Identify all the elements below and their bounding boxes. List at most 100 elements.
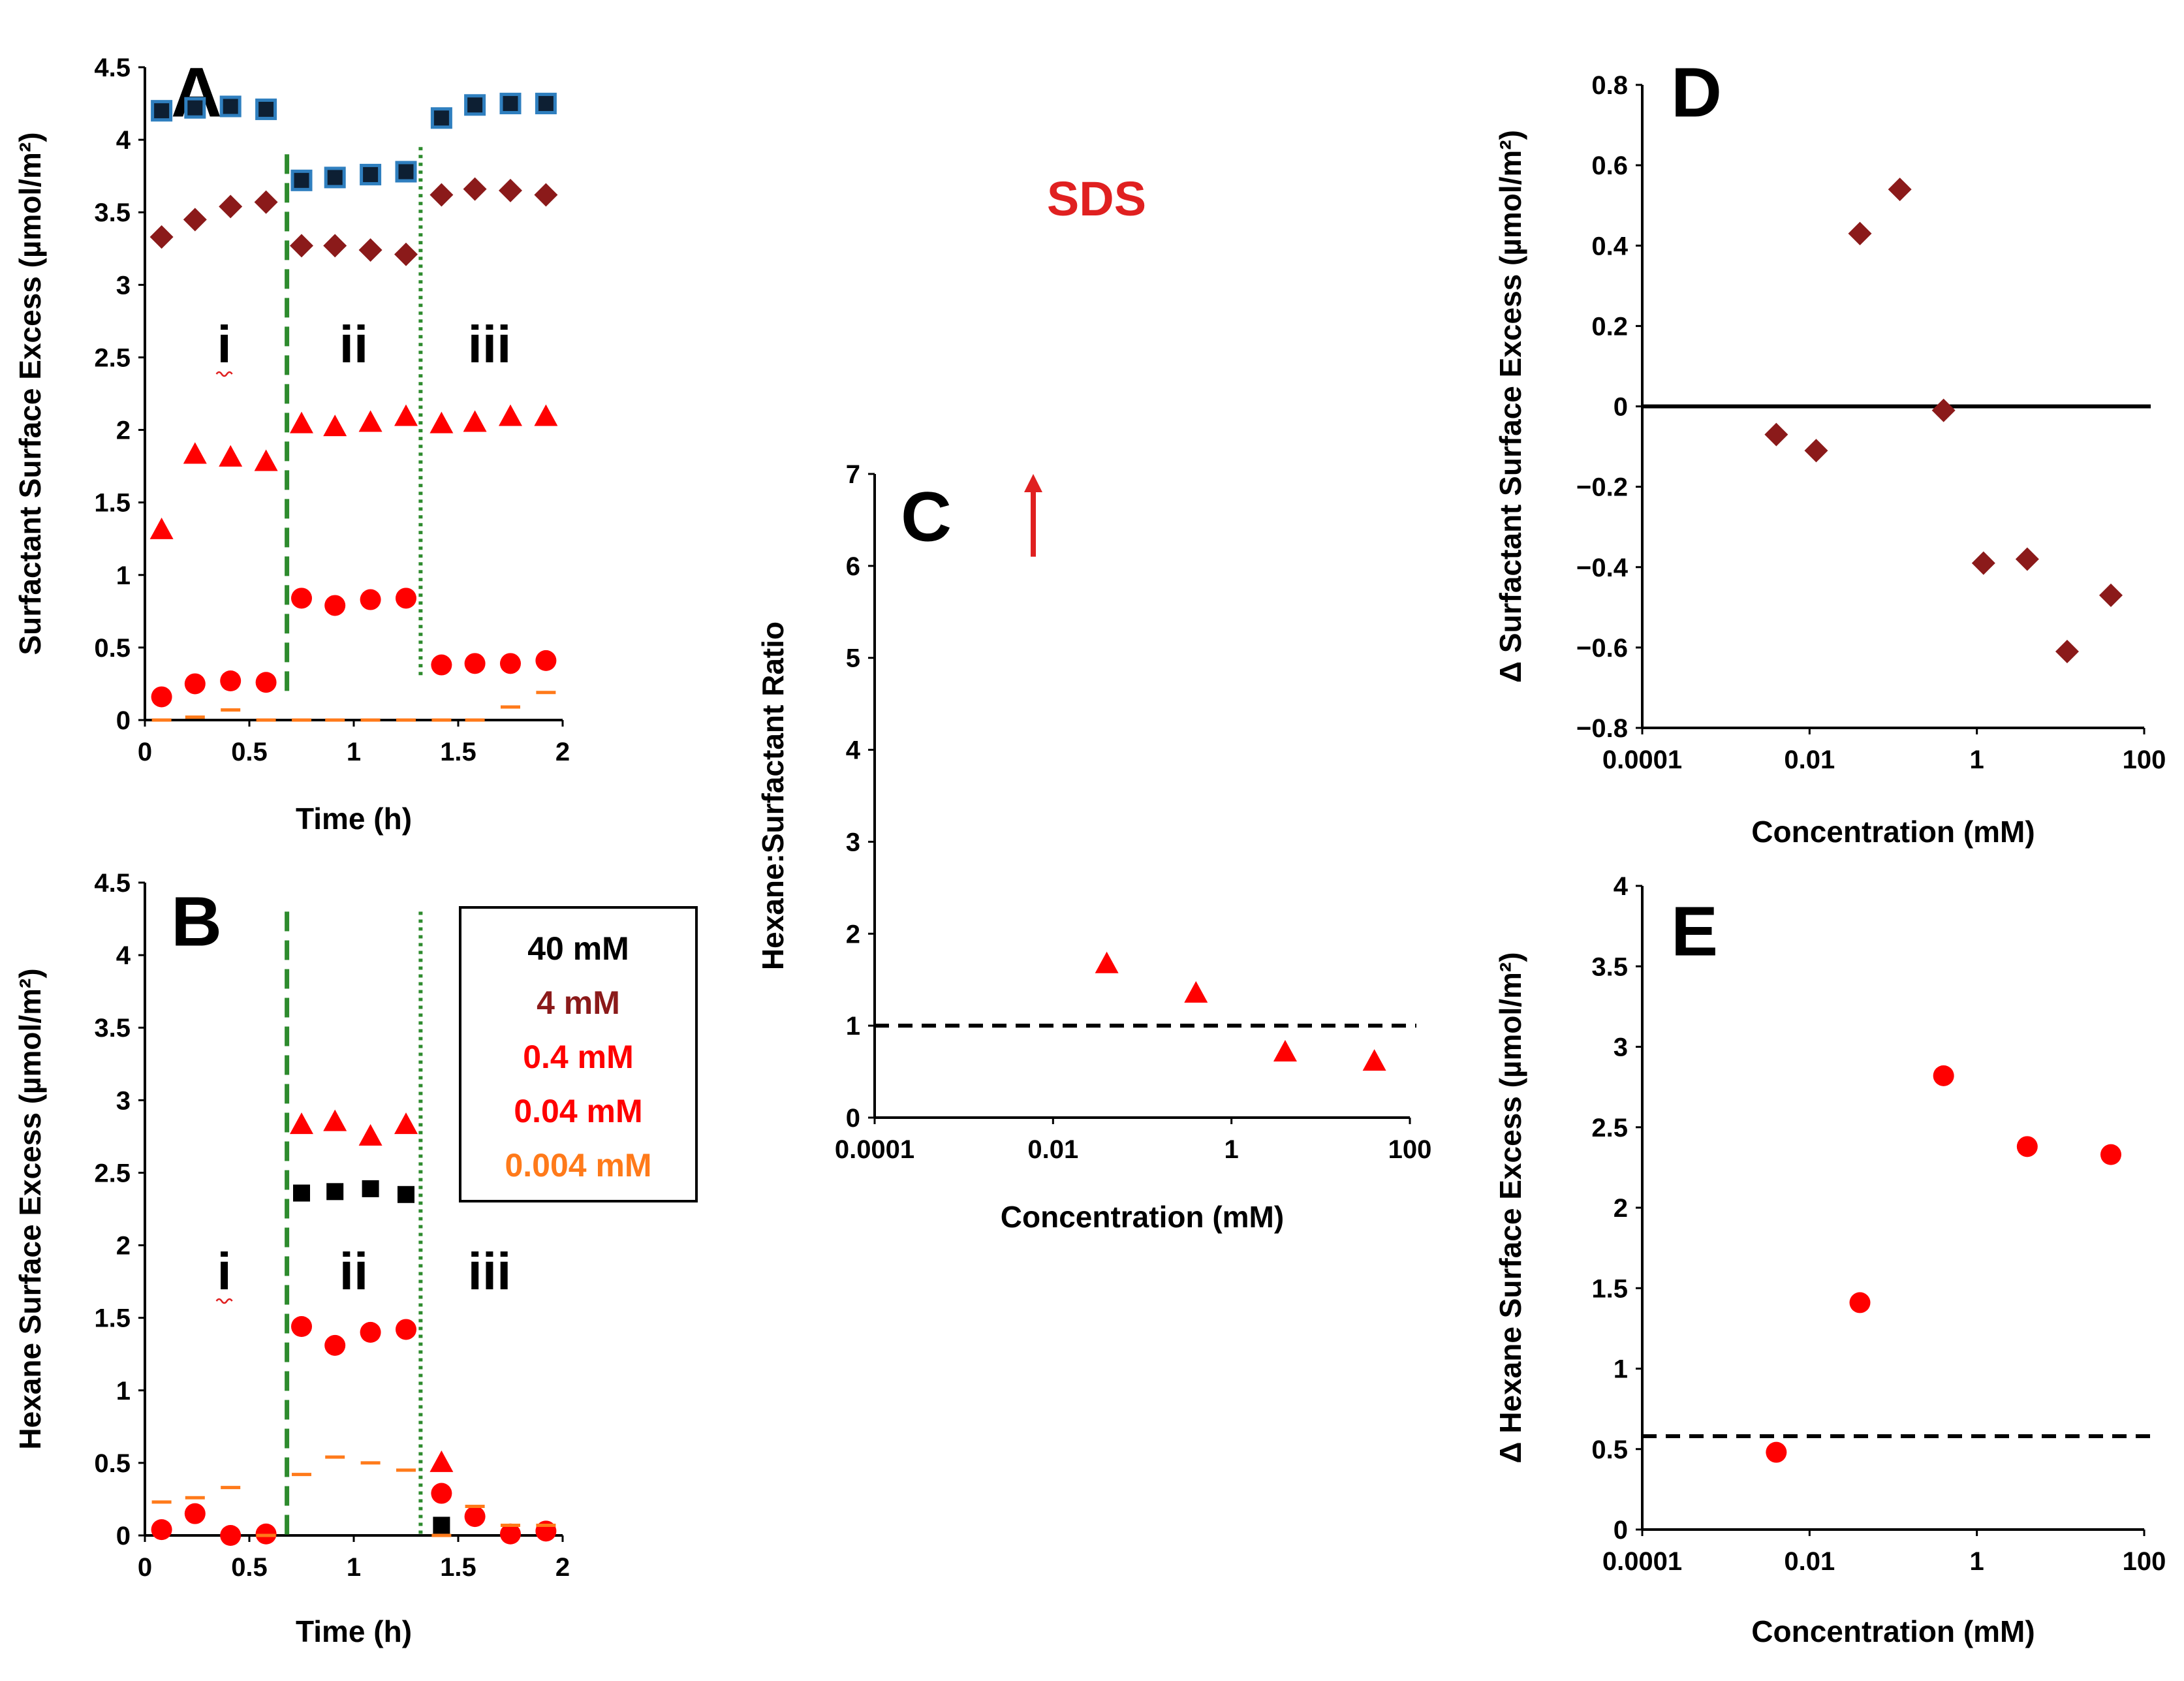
panel-letter: E — [1671, 891, 1718, 970]
y-axis-label: Hexane:Surfactant Ratio — [756, 621, 790, 970]
x-tick-label: 0.0001 — [835, 1135, 914, 1164]
data-point-0.4mm — [394, 1112, 418, 1135]
legend-label-0.004mm: 0.004 mM — [505, 1147, 651, 1184]
data-point-0.04mm — [396, 588, 416, 609]
x-tick-label: 0.01 — [1027, 1135, 1078, 1164]
data-point-0.4mm — [463, 410, 487, 432]
y-tick-label: 4.5 — [94, 869, 131, 898]
x-axis-label: Time (h) — [296, 1614, 412, 1648]
y-tick-label: 1 — [116, 561, 131, 590]
spellcheck-squiggle — [215, 1298, 233, 1304]
x-tick-label: 0.01 — [1784, 1547, 1835, 1576]
data-point-4mm — [358, 238, 382, 262]
data-point-0.4mm — [358, 410, 382, 432]
x-tick-label: 2 — [555, 1553, 570, 1582]
data-point-0.04mm — [151, 1519, 172, 1541]
y-tick-label: 4 — [116, 941, 131, 970]
x-tick-label: 0.01 — [1784, 746, 1835, 774]
region-label: ii — [339, 315, 368, 373]
data-point-0.04mm — [431, 654, 452, 676]
data-point-0.4mm — [254, 449, 278, 471]
x-tick-label: 1 — [1970, 746, 1984, 774]
y-axis-label: Hexane Surface Excess (µmol/m²) — [13, 968, 47, 1449]
x-axis-label: Concentration (mM) — [1751, 815, 2035, 849]
y-tick-label: 3 — [1614, 1033, 1628, 1062]
panel-letter: A — [171, 52, 222, 131]
data-point-0.04mm — [396, 1319, 416, 1340]
x-tick-label: 0.0001 — [1602, 746, 1682, 774]
panel-a: 0 0.5 1 1.5 2 2.5 3 3.5 4 4.5 0 0.5 1 1.5 2 Time (h) Sur… — [13, 52, 570, 836]
data-point-0.04mm — [324, 595, 346, 616]
region-label: ii — [339, 1242, 368, 1300]
y-tick-label: 1.5 — [94, 489, 131, 518]
y-axis-label: Δ Hexane Surface Excess (µmol/m²) — [1493, 952, 1527, 1463]
data-point-diamond — [2015, 547, 2039, 571]
data-point-diamond — [1848, 221, 1872, 245]
data-point-0.4mm — [429, 411, 454, 433]
data-point-40mm — [433, 1516, 450, 1534]
legend-label-0.4mm: 0.4 mM — [523, 1039, 634, 1075]
data-point-40mm — [464, 94, 486, 116]
data-point-40mm — [395, 161, 417, 183]
panel-letter: C — [901, 477, 952, 556]
data-point-triangle — [1273, 1039, 1297, 1061]
data-point-4mm — [499, 178, 522, 202]
data-point-0.04mm — [360, 1321, 381, 1343]
data-point-diamond — [1931, 398, 1956, 422]
data-point-circle — [2016, 1136, 2038, 1157]
y-tick-label: 1 — [846, 1012, 860, 1041]
data-point-40mm — [360, 163, 382, 185]
y-tick-label: 2.5 — [1591, 1114, 1628, 1142]
y-tick-label: 4 — [846, 736, 861, 765]
panel-e: 0 0.5 1 1.5 2 2.5 3 3.5 4 0.0001 0.01 1 100 Concentra… — [1493, 872, 2166, 1648]
panel-letter: D — [1671, 52, 1722, 131]
data-point-4mm — [149, 225, 174, 249]
up-arrow-icon — [1024, 474, 1043, 557]
y-tick-label: −0.6 — [1576, 634, 1628, 663]
data-point-4mm — [463, 177, 487, 201]
data-point-triangle — [1362, 1049, 1386, 1071]
data-point-0.04mm — [500, 1523, 521, 1545]
data-point-0.4mm — [323, 1109, 347, 1131]
x-tick-label: 1 — [1970, 1547, 1984, 1576]
y-tick-label: 0.5 — [94, 634, 131, 663]
x-tick-label: 2 — [555, 738, 570, 766]
x-tick-label: 1 — [347, 738, 361, 766]
x-tick-label: 0 — [138, 738, 152, 766]
data-point-0.04mm — [220, 1525, 242, 1546]
data-point-circle — [2100, 1144, 2121, 1165]
data-point-40mm — [219, 95, 242, 118]
y-tick-label: 0 — [1614, 1516, 1628, 1545]
y-tick-label: 1 — [116, 1377, 131, 1406]
data-point-40mm — [362, 1180, 379, 1197]
data-point-diamond — [1764, 422, 1788, 447]
data-point-0.4mm — [183, 442, 207, 464]
data-point-40mm — [184, 97, 206, 119]
data-point-4mm — [183, 208, 207, 232]
y-tick-label: 4 — [116, 126, 131, 155]
y-tick-label: −0.8 — [1576, 714, 1628, 743]
panel-c: 0 1 2 3 4 5 6 7 0.0001 0.01 1 100 Concentration (mM)… — [756, 460, 1431, 1234]
x-tick-label: 1 — [1225, 1135, 1239, 1164]
legend-label-40mm: 40 mM — [527, 930, 629, 967]
data-point-diamond — [1888, 178, 1912, 202]
data-point-4mm — [290, 234, 313, 258]
data-point-0.4mm — [149, 517, 174, 539]
x-axis-label: Time (h) — [296, 802, 412, 836]
y-tick-label: 3 — [846, 828, 860, 856]
y-tick-label: 2 — [116, 1232, 131, 1261]
data-point-40mm — [324, 166, 346, 189]
region-label: iii — [468, 1242, 512, 1300]
data-point-0.04mm — [360, 589, 381, 610]
data-point-40mm — [255, 98, 277, 120]
y-axis-label: Δ Surfactant Surface Excess (µmol/m²) — [1493, 130, 1527, 683]
data-point-0.4mm — [290, 1112, 313, 1135]
y-tick-label: 0.6 — [1591, 151, 1628, 180]
data-point-0.4mm — [534, 404, 558, 426]
region-label: iii — [468, 315, 512, 373]
y-tick-label: −0.2 — [1576, 473, 1628, 502]
data-point-triangle — [1095, 951, 1119, 973]
y-tick-label: 3 — [116, 271, 131, 300]
y-tick-label: 2 — [846, 920, 860, 949]
